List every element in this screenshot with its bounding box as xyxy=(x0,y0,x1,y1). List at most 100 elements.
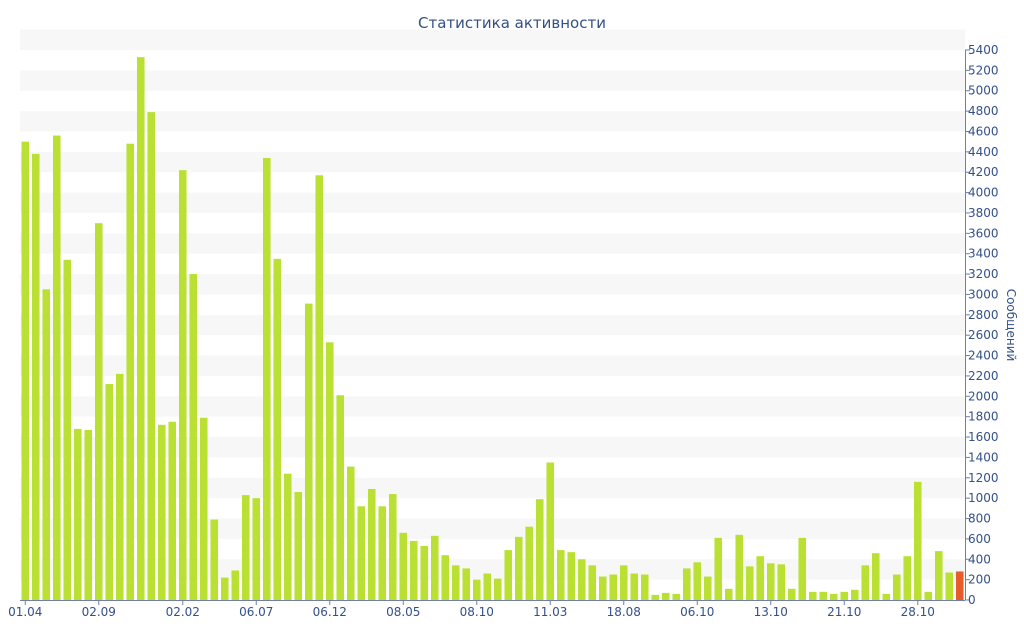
bar xyxy=(651,594,660,600)
bar xyxy=(399,532,408,600)
bar xyxy=(157,424,166,600)
bar xyxy=(241,495,250,600)
y-tick-label: 0 xyxy=(968,593,976,607)
grid-band xyxy=(20,477,965,499)
bar xyxy=(252,498,261,600)
y-tick-label: 2000 xyxy=(968,389,999,403)
bar xyxy=(304,303,313,600)
bar xyxy=(336,395,345,600)
bar xyxy=(147,112,156,600)
bar xyxy=(682,568,691,600)
bar xyxy=(294,492,303,600)
bar xyxy=(409,540,418,600)
bar xyxy=(325,342,334,600)
grid-band xyxy=(20,70,965,91)
bar xyxy=(493,578,502,600)
x-axis: 01.04 02.09 02.02 06.07 06.12 08.05 08.10 11.03… xyxy=(8,600,965,619)
grid-band xyxy=(20,111,965,132)
grid-band xyxy=(20,233,965,254)
y-tick-label: 3600 xyxy=(968,226,999,240)
bar xyxy=(640,574,649,600)
bar xyxy=(525,526,534,600)
bar xyxy=(724,588,733,600)
bar xyxy=(945,572,954,600)
y-tick-label: 2800 xyxy=(968,308,999,322)
bar xyxy=(136,57,145,600)
bar xyxy=(105,384,114,600)
bar xyxy=(798,537,807,600)
x-tick-label: 08.05 xyxy=(386,605,420,619)
grid-band xyxy=(20,151,965,173)
y-tick-label: 3800 xyxy=(968,206,999,220)
bar xyxy=(94,223,103,600)
y-tick-label: 5200 xyxy=(968,63,999,77)
bar xyxy=(262,157,271,600)
y-tick-label: 800 xyxy=(968,512,991,526)
x-tick-label: 02.02 xyxy=(166,605,200,619)
bar xyxy=(598,576,607,600)
y-tick-label: 4200 xyxy=(968,165,999,179)
y-tick-label: 1000 xyxy=(968,491,999,505)
bar xyxy=(955,571,964,600)
y-tick-label: 5000 xyxy=(968,84,999,98)
bar xyxy=(420,546,429,600)
bar xyxy=(703,576,712,600)
bar xyxy=(514,536,523,600)
bar xyxy=(735,534,744,600)
grid-band xyxy=(20,274,965,295)
y-tick-label: 200 xyxy=(968,573,991,587)
bar xyxy=(630,573,639,600)
y-tick-label: 4400 xyxy=(968,145,999,159)
bar xyxy=(619,565,628,600)
bar xyxy=(787,588,796,600)
x-tick-label: 21.10 xyxy=(827,605,861,619)
bar xyxy=(661,592,670,600)
bar xyxy=(672,593,681,600)
bar xyxy=(357,506,366,600)
y-tick-label: 600 xyxy=(968,532,991,546)
bar xyxy=(283,473,292,600)
grid-band xyxy=(20,355,965,376)
bar xyxy=(934,551,943,600)
y-tick-label: 4000 xyxy=(968,186,999,200)
y-tick-label: 3000 xyxy=(968,287,999,301)
x-tick-label: 28.10 xyxy=(901,605,935,619)
bar xyxy=(21,141,30,601)
bar-series xyxy=(21,57,964,601)
bar xyxy=(882,593,891,600)
x-tick-label: 18.08 xyxy=(607,605,641,619)
bar xyxy=(451,565,460,600)
y-tick-label: 5400 xyxy=(968,43,999,57)
bar xyxy=(483,573,492,600)
y-tick-label: 1200 xyxy=(968,471,999,485)
bar xyxy=(913,481,922,600)
bar xyxy=(829,593,838,600)
y-tick-label: 4600 xyxy=(968,124,999,138)
bar xyxy=(588,565,597,600)
bar xyxy=(567,552,576,600)
bar xyxy=(231,570,240,600)
bar xyxy=(52,135,61,600)
grid-band xyxy=(20,29,965,50)
bar xyxy=(31,153,40,600)
bar xyxy=(430,535,439,600)
bar xyxy=(210,519,219,600)
bar xyxy=(126,143,135,600)
bar xyxy=(168,421,177,600)
y-tick-label: 1800 xyxy=(968,410,999,424)
grid-band xyxy=(20,314,965,336)
bar xyxy=(378,506,387,600)
x-tick-label: 08.10 xyxy=(460,605,494,619)
bar xyxy=(840,591,849,600)
bar xyxy=(115,373,124,600)
bar xyxy=(777,564,786,600)
bar xyxy=(63,259,72,600)
bar xyxy=(924,591,933,600)
x-tick-label: 13.10 xyxy=(754,605,788,619)
bar xyxy=(745,566,754,600)
bar xyxy=(367,488,376,600)
bar xyxy=(861,565,870,600)
x-tick-label: 06.07 xyxy=(239,605,273,619)
bar xyxy=(178,170,187,600)
